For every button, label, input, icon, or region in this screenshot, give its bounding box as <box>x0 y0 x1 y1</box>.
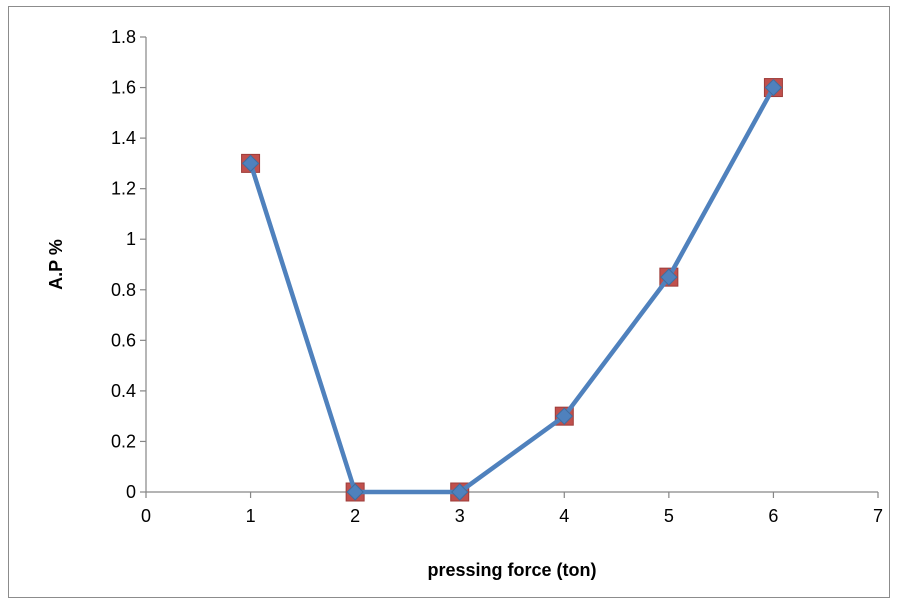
y-tick-label: 1.2 <box>111 179 136 199</box>
diamond-data-point <box>451 483 469 501</box>
y-tick-label: 0.4 <box>111 381 136 401</box>
y-tick-label: 1.8 <box>111 27 136 47</box>
diamond-data-point <box>764 78 783 97</box>
x-tick-label: 2 <box>350 506 360 526</box>
axes <box>145 37 878 493</box>
y-tick-label: 1 <box>126 229 136 249</box>
x-tick-label: 4 <box>559 506 569 526</box>
series-group <box>241 78 783 502</box>
x-tick-label: 5 <box>664 506 674 526</box>
y-axis-title: A.P % <box>46 239 66 290</box>
y-tick-label: 1.4 <box>111 128 136 148</box>
y-tick-label: 0.8 <box>111 280 136 300</box>
x-tick-label: 3 <box>455 506 465 526</box>
y-tick-label: 0.6 <box>111 330 136 350</box>
diamond-data-point <box>346 483 364 501</box>
x-ticks: 0 1 2 3 4 5 6 7 <box>141 492 883 526</box>
x-tick-label: 6 <box>768 506 778 526</box>
series-line <box>248 86 776 495</box>
diamond-data-point <box>555 407 573 425</box>
x-tick-label: 1 <box>246 506 256 526</box>
chart-frame <box>8 6 890 598</box>
diamond-data-point <box>241 154 260 173</box>
y-tick-label: 0.2 <box>111 431 136 451</box>
x-tick-label: 7 <box>873 506 883 526</box>
x-tick-label: 0 <box>141 506 151 526</box>
diamond-data-point <box>660 268 678 286</box>
y-tick-label: 0 <box>126 482 136 502</box>
y-tick-label: 1.6 <box>111 78 136 98</box>
x-axis-title: pressing force (ton) <box>427 560 596 580</box>
y-ticks: 0 0.2 0.4 0.6 0.8 1 1.2 1.4 1.6 1.8 <box>111 27 146 502</box>
